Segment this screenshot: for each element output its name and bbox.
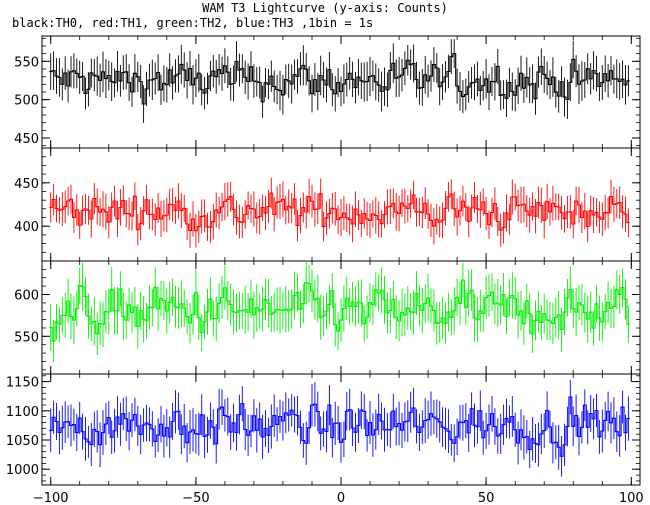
- plot-title: WAM T3 Lightcurve (y-axis: Counts): [202, 1, 448, 15]
- lightcurve-line-th3: [49, 396, 630, 457]
- x-tick-label: −100: [33, 491, 69, 505]
- lightcurve-line-th1: [49, 192, 630, 232]
- y-tick-label: 450: [14, 177, 39, 192]
- y-tick-label: 600: [14, 289, 39, 304]
- x-tick-label: 100: [619, 491, 644, 505]
- y-tick-label: 500: [14, 94, 39, 109]
- y-tick-label: 550: [14, 330, 39, 345]
- x-tick-label: −50: [182, 491, 209, 505]
- x-tick-label: 50: [478, 491, 495, 505]
- y-tick-label: 550: [14, 55, 39, 70]
- plot-subtitle: black:TH0, red:TH1, green:TH2, blue:TH3 …: [12, 16, 374, 30]
- lightcurve-line-th0: [49, 52, 630, 105]
- y-tick-label: 400: [14, 220, 39, 235]
- y-tick-label: 450: [14, 132, 39, 147]
- lightcurve-line-th2: [49, 279, 630, 342]
- x-tick-label: 0: [337, 491, 345, 505]
- y-tick-label: 1150: [6, 376, 39, 391]
- y-tick-label: 1000: [6, 463, 39, 478]
- y-tick-label: 1050: [6, 434, 39, 449]
- y-tick-label: 1100: [6, 405, 39, 420]
